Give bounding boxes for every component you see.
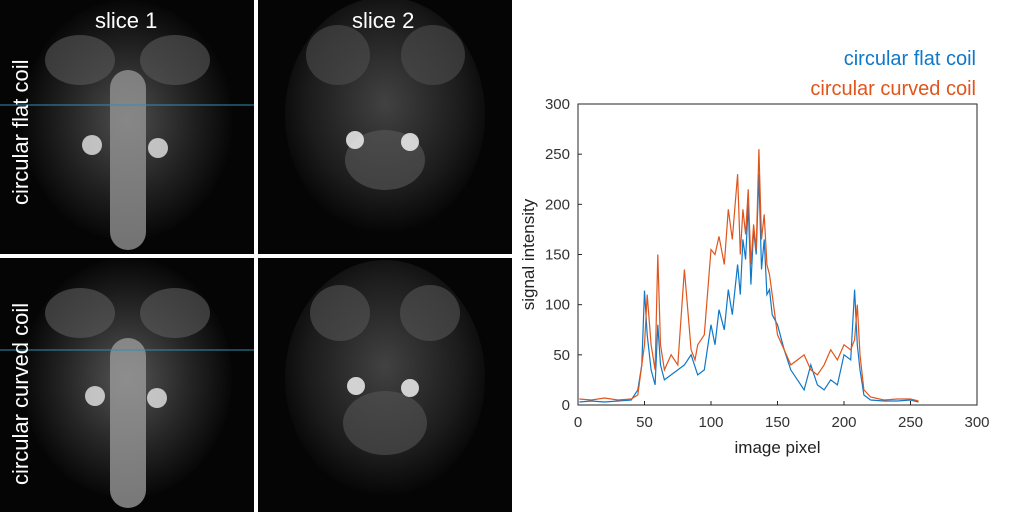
x-tick-label: 150	[765, 414, 790, 431]
legend-entry-curved: circular curved coil	[810, 78, 976, 100]
y-tick-label: 200	[545, 196, 570, 213]
mri-scan-image	[22, 0, 232, 250]
x-tick-label: 200	[831, 414, 856, 431]
y-tick-label: 100	[545, 297, 570, 314]
y-tick-label: 50	[553, 347, 570, 364]
mri-panel-curved-slice2	[258, 258, 512, 512]
y-tick-label: 0	[562, 397, 570, 414]
series-line-curved	[579, 149, 919, 402]
y-tick-label: 300	[545, 96, 570, 113]
y-tick-label: 250	[545, 146, 570, 163]
row-label-flat: circular flat coil	[8, 59, 33, 205]
plot-area-frame	[577, 103, 978, 406]
mri-panel-curved-slice1	[0, 258, 254, 512]
x-tick-label: 0	[574, 414, 582, 431]
mri-panel-flat-slice2	[258, 0, 512, 254]
x-tick-label: 50	[636, 414, 653, 431]
profile-line-curved	[0, 349, 254, 351]
mri-scan-image	[285, 260, 485, 496]
profile-line-flat	[0, 104, 254, 106]
row-label-curved: circular curved coil	[8, 302, 33, 485]
series-line-flat	[579, 174, 919, 403]
x-axis-label: image pixel	[735, 438, 821, 457]
mri-panel-flat-slice1	[0, 0, 254, 254]
x-tick-label: 250	[898, 414, 923, 431]
column-label-slice2: slice 2	[352, 8, 415, 33]
legend-entry-flat: circular flat coil	[843, 48, 976, 70]
y-tick-label: 150	[545, 247, 570, 264]
x-tick-label: 300	[964, 414, 989, 431]
signal-profile-chart: circular flat coil circular curved coil …	[512, 0, 1024, 512]
x-tick-label: 100	[698, 414, 723, 431]
y-axis-label: signal intensity	[519, 198, 538, 310]
mri-scan-image	[285, 0, 485, 233]
mri-image-grid: slice 1 slice 2 circular flat coil circu…	[0, 0, 512, 512]
mri-scan-image	[22, 258, 232, 508]
chart-canvas: 0 50 100 150 200 250 300 0 50 100 150 200 250 300 imag…	[519, 96, 990, 457]
column-label-slice1: slice 1	[95, 8, 158, 33]
